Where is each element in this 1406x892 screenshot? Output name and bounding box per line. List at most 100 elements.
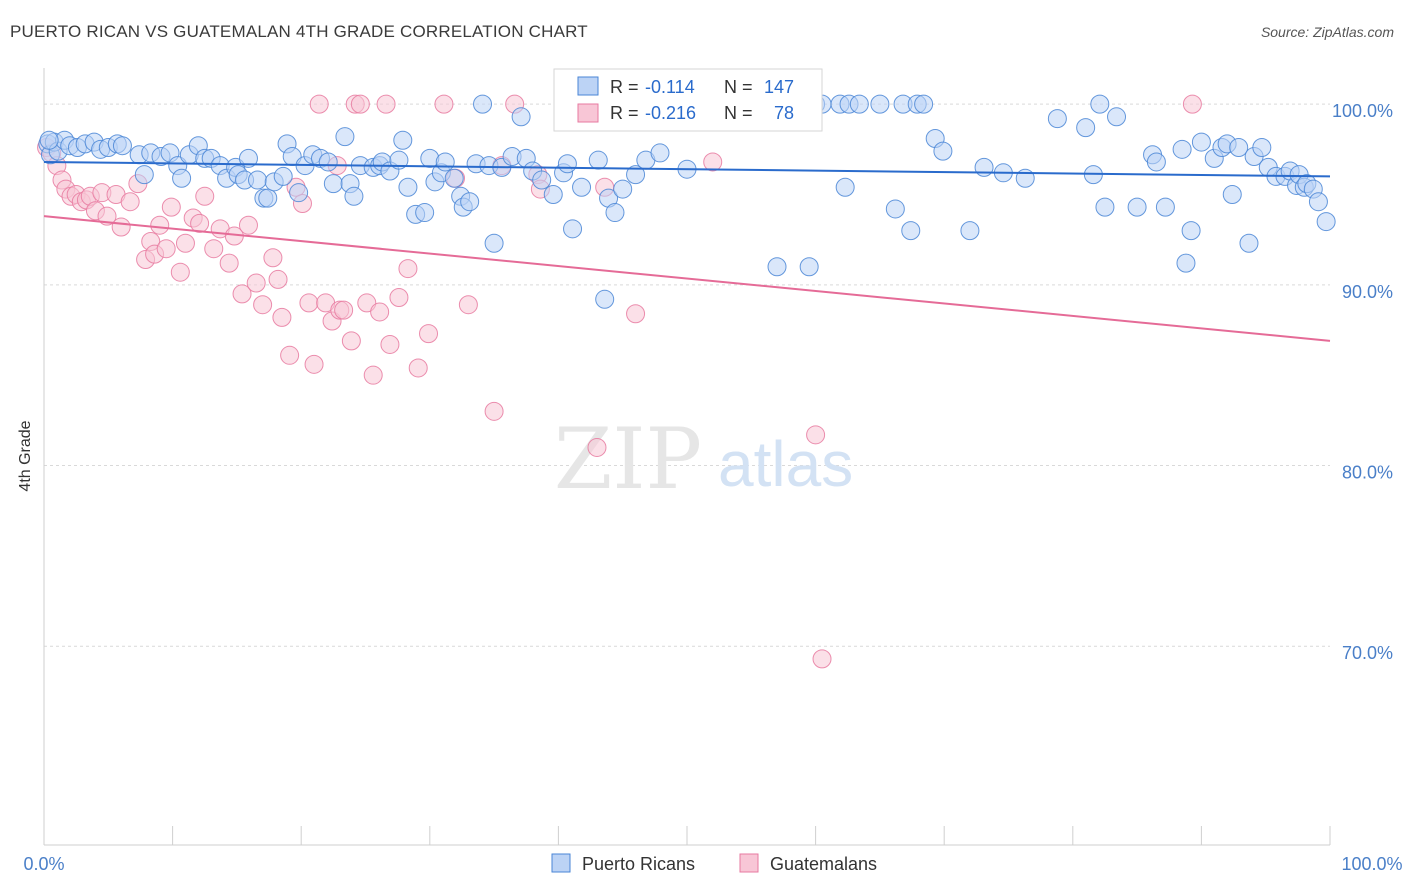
- legend-swatch-puerto-ricans: [551, 853, 571, 873]
- legend-label-puerto-ricans: Puerto Ricans: [582, 854, 695, 874]
- puerto-ricans-point: [389, 150, 409, 170]
- puerto-ricans-point: [1252, 138, 1272, 158]
- puerto-ricans-point: [849, 94, 869, 114]
- guatemalans-point: [232, 284, 252, 304]
- guatemalans-trend-line: [43, 215, 1331, 342]
- guatemalans-point: [272, 307, 292, 327]
- stats-swatch-pink: [577, 103, 599, 123]
- puerto-ricans-point: [473, 94, 493, 114]
- puerto-ricans-point: [595, 289, 615, 309]
- legend-swatch-guatemalans: [739, 853, 759, 873]
- puerto-ricans-point: [247, 170, 267, 190]
- guatemalans-point: [363, 365, 383, 385]
- guatemalans-point: [304, 354, 324, 374]
- puerto-ricans-point: [901, 221, 921, 241]
- puerto-ricans-point: [1191, 132, 1211, 152]
- puerto-ricans-point: [1308, 192, 1328, 212]
- stats-swatch-blue: [577, 76, 599, 96]
- puerto-ricans-point: [626, 165, 646, 185]
- puerto-ricans-point: [870, 94, 890, 114]
- guatemalans-point: [626, 304, 646, 324]
- puerto-ricans-point: [799, 257, 819, 277]
- puerto-ricans-point: [543, 184, 563, 204]
- y-tick-label: 70.0%: [1342, 643, 1393, 663]
- puerto-ricans-point: [605, 203, 625, 223]
- guatemalans-point: [458, 295, 478, 315]
- puerto-ricans-point: [344, 186, 364, 206]
- puerto-ricans-point: [273, 166, 293, 186]
- guatemalans-point: [806, 425, 826, 445]
- puerto-ricans-point: [318, 152, 338, 172]
- puerto-ricans-point: [1090, 94, 1110, 114]
- stats-n-value-pink: 78: [774, 103, 794, 123]
- puerto-ricans-point: [435, 152, 455, 172]
- guatemalans-point: [398, 259, 418, 279]
- guatemalans-point: [419, 324, 439, 344]
- guatemalans-point: [253, 295, 273, 315]
- puerto-ricans-trend-line: [43, 160, 1331, 178]
- guatemalans-point: [357, 293, 377, 313]
- y-tick-label: 90.0%: [1342, 282, 1393, 302]
- puerto-ricans-point: [1229, 138, 1249, 158]
- stats-n-value-blue: 147: [764, 77, 794, 97]
- puerto-ricans-point: [420, 148, 440, 168]
- puerto-ricans-point: [1239, 233, 1259, 253]
- puerto-ricans-point: [1155, 197, 1175, 217]
- puerto-ricans-point: [335, 127, 355, 147]
- guatemalans-point: [263, 248, 283, 268]
- stats-r-value-blue: -0.114: [645, 77, 695, 97]
- puerto-ricans-point: [1316, 212, 1336, 232]
- puerto-ricans-point: [1076, 118, 1096, 138]
- guatemalans-point: [587, 437, 607, 457]
- puerto-ricans-point: [563, 219, 583, 239]
- puerto-ricans-point: [1172, 139, 1192, 159]
- puerto-ricans-point: [767, 257, 787, 277]
- puerto-ricans-point: [323, 174, 343, 194]
- puerto-ricans-point: [134, 165, 154, 185]
- puerto-ricans-point: [1047, 109, 1067, 129]
- guatemalans-point: [309, 94, 329, 114]
- puerto-ricans-point: [172, 168, 192, 188]
- puerto-ricans-point: [398, 177, 418, 197]
- guatemalans-point: [350, 94, 370, 114]
- puerto-ricans-point: [484, 233, 504, 253]
- guatemalans-point: [1182, 94, 1202, 114]
- watermark-zip: ZIP: [554, 410, 702, 508]
- guatemalans-point: [161, 197, 181, 217]
- guatemalans-point: [150, 215, 170, 235]
- guatemalans-point: [175, 233, 195, 253]
- legend-label-guatemalans: Guatemalans: [770, 854, 877, 874]
- puerto-ricans-point: [974, 157, 994, 177]
- puerto-ricans-point: [835, 177, 855, 197]
- guatemalans-point: [299, 293, 319, 313]
- guatemalans-point: [408, 358, 428, 378]
- y-tick-labels: 100.0% 90.0% 80.0% 70.0%: [1332, 101, 1393, 663]
- puerto-ricans-point: [1095, 197, 1115, 217]
- y-axis-label: 4th Grade: [17, 420, 34, 491]
- guatemalans-point: [156, 239, 176, 259]
- puerto-ricans-point: [1181, 221, 1201, 241]
- stats-r-value-pink: -0.216: [645, 103, 696, 123]
- guatemalans-point: [246, 273, 266, 293]
- puerto-ricans-point: [415, 203, 435, 223]
- puerto-ricans-point: [613, 179, 633, 199]
- guatemalans-point: [195, 186, 215, 206]
- puerto-ricans-point: [1107, 107, 1127, 127]
- guatemalans-point: [97, 206, 117, 226]
- guatemalans-point: [120, 192, 140, 212]
- guatemalans-point: [484, 401, 504, 421]
- legend: Puerto Ricans Guatemalans: [551, 853, 877, 874]
- guatemalans-point: [370, 302, 390, 322]
- guatemalans-point: [380, 334, 400, 354]
- stats-n-label-pink: N =: [724, 103, 753, 123]
- guatemalans-point: [238, 215, 258, 235]
- x-tick-label-min: 0.0%: [23, 854, 64, 874]
- y-tick-label: 80.0%: [1342, 463, 1393, 483]
- trend-lines: [43, 160, 1331, 342]
- puerto-ricans-point: [258, 188, 278, 208]
- puerto-ricans-point: [650, 143, 670, 163]
- stats-r-label-blue: R =: [610, 77, 639, 97]
- puerto-ricans-point: [444, 168, 464, 188]
- puerto-ricans-point: [393, 130, 413, 150]
